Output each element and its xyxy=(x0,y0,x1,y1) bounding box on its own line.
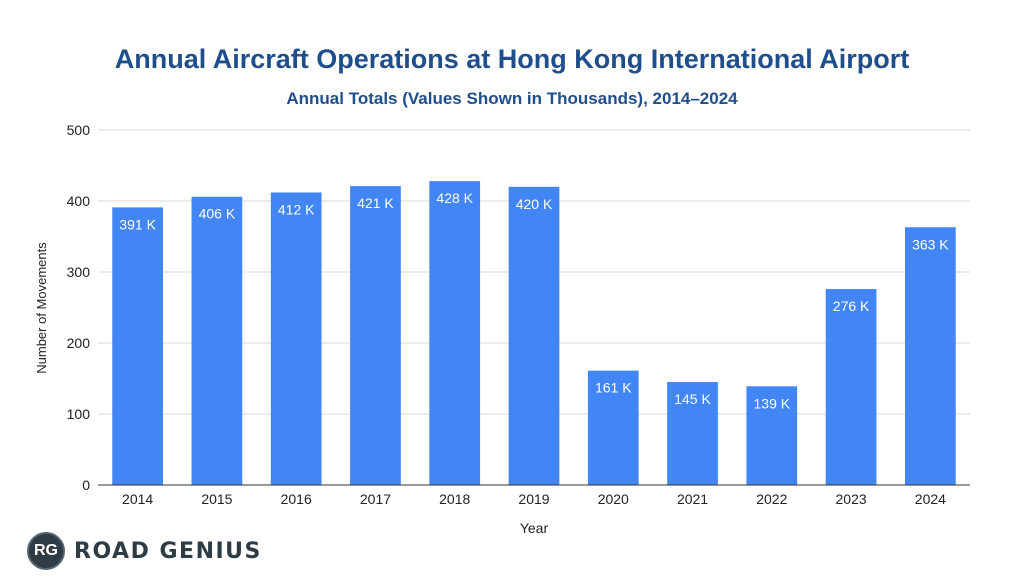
bar-2024 xyxy=(904,227,956,485)
road-genius-logo: RG ROAD GENIUS xyxy=(27,531,262,571)
logo-badge: RG xyxy=(27,532,65,570)
data-label-2017: 421 K xyxy=(357,195,394,211)
y-tick-label: 100 xyxy=(67,406,91,422)
bar-2019 xyxy=(508,186,560,486)
data-label-2022: 139 K xyxy=(754,395,791,411)
x-tick-label-2023: 2023 xyxy=(836,491,867,507)
data-label-2014: 391 K xyxy=(119,216,156,232)
x-tick-label-2024: 2024 xyxy=(915,491,946,507)
x-tick-label-2020: 2020 xyxy=(598,491,629,507)
y-tick-labels: 0 100 200 300 400 500 xyxy=(67,122,91,493)
data-label-2016: 412 K xyxy=(278,201,315,217)
data-label-2020: 161 K xyxy=(595,380,632,396)
bar-2017 xyxy=(350,186,401,485)
bar-2015 xyxy=(191,196,243,486)
x-tick-label-2015: 2015 xyxy=(201,491,232,507)
data-label-2019: 420 K xyxy=(516,196,553,212)
x-tick-label-2022: 2022 xyxy=(756,491,787,507)
bar-2022 xyxy=(746,386,798,485)
x-tick-label-2017: 2017 xyxy=(360,491,391,507)
bar-2018 xyxy=(429,181,481,485)
data-label-2018: 428 K xyxy=(436,190,473,206)
logo-text: ROAD GENIUS xyxy=(74,538,262,564)
x-tick-label-2021: 2021 xyxy=(677,491,708,507)
x-tick-label-2016: 2016 xyxy=(281,491,312,507)
data-label-2021: 145 K xyxy=(674,391,711,407)
data-label-2023: 276 K xyxy=(833,298,870,314)
bar-2020 xyxy=(587,370,639,485)
bars: 391 K 406 K 412 K 421 K 428 K 420 K 161 K 145 K… xyxy=(112,181,956,486)
bar-2014 xyxy=(112,207,164,485)
chart-title: Annual Aircraft Operations at Hong Kong … xyxy=(114,44,910,74)
data-label-2024: 363 K xyxy=(912,236,949,252)
y-tick-label: 300 xyxy=(67,264,91,280)
y-axis-label: Number of Movements xyxy=(34,242,49,374)
x-axis-label: Year xyxy=(520,520,549,536)
y-tick-label: 400 xyxy=(67,193,91,209)
chart-subtitle: Annual Totals (Values Shown in Thousands… xyxy=(286,89,738,108)
x-tick-label-2018: 2018 xyxy=(439,491,470,507)
x-tick-labels: 2014 2015 2016 2017 2018 2019 2020 2021 2022 2023… xyxy=(122,491,946,507)
data-label-2015: 406 K xyxy=(199,206,236,222)
y-tick-label: 0 xyxy=(82,477,90,493)
x-tick-label-2014: 2014 xyxy=(122,491,153,507)
bar-2023 xyxy=(825,289,877,485)
bar-2021 xyxy=(667,382,718,485)
x-tick-label-2019: 2019 xyxy=(518,491,549,507)
y-tick-label: 500 xyxy=(67,122,91,138)
y-tick-label: 200 xyxy=(67,335,91,351)
bar-2016 xyxy=(270,192,322,486)
